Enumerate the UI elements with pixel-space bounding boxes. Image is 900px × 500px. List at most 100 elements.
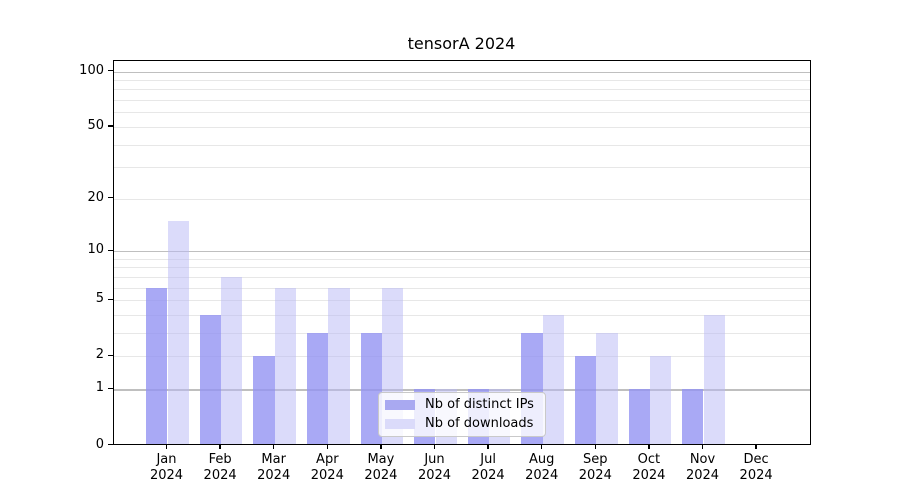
- x-tick: [165, 444, 168, 449]
- x-tick-label: Sep 2024: [563, 452, 627, 483]
- bar-downloads: [328, 287, 350, 445]
- y-tick: [107, 197, 113, 199]
- major-gridline: [113, 71, 810, 73]
- minor-gridline: [113, 333, 810, 335]
- bar-distinct-ips: [574, 356, 597, 445]
- minor-gridline: [113, 112, 810, 114]
- x-tick: [219, 444, 221, 449]
- legend-swatch-icon: [385, 399, 415, 410]
- major-gridline: [113, 251, 810, 253]
- y-tick-label: 20: [87, 189, 104, 205]
- major-gridline: [113, 389, 810, 391]
- x-tick: [755, 444, 757, 449]
- y-tick-label: 50: [87, 117, 104, 133]
- x-tick-label: Jun 2024: [403, 452, 467, 483]
- x-tick-label-month: Sep: [583, 452, 608, 467]
- minor-gridline: [113, 89, 810, 91]
- x-tick-label: Aug 2024: [510, 452, 574, 483]
- x-tick-label-year: 2024: [364, 467, 398, 483]
- bar-distinct-ips: [199, 315, 222, 445]
- legend-label: Nb of downloads: [425, 416, 534, 432]
- x-tick-label-month: Oct: [637, 452, 661, 467]
- x-tick-label-year: 2024: [417, 467, 452, 483]
- bar-downloads: [274, 287, 297, 445]
- x-tick-label-month: Jan: [156, 452, 177, 467]
- x-tick-label-year: 2024: [149, 467, 184, 483]
- minor-gridline: [113, 126, 810, 128]
- x-tick-label: Mar 2024: [242, 452, 306, 483]
- x-tick-label-year: 2024: [739, 467, 773, 483]
- y-tick: [107, 443, 113, 446]
- bar-distinct-ips: [253, 356, 275, 445]
- y-tick: [107, 354, 113, 357]
- minor-gridline: [113, 276, 810, 278]
- x-tick-label-year: 2024: [310, 467, 344, 483]
- bar-distinct-ips: [306, 333, 329, 445]
- x-tick-label-month: Jul: [480, 452, 496, 467]
- bar-distinct-ips: [628, 389, 650, 445]
- minor-gridline: [113, 198, 810, 200]
- y-tick: [107, 298, 113, 300]
- y-tick-label: 5: [95, 291, 104, 307]
- x-tick-label: Dec 2024: [724, 452, 788, 483]
- x-tick-label-month: Feb: [208, 452, 232, 467]
- legend: Nb of distinct IPs Nb of downloads: [378, 391, 546, 437]
- bar-downloads: [167, 220, 189, 445]
- x-tick-label-year: 2024: [525, 467, 559, 483]
- bar-distinct-ips: [146, 287, 168, 445]
- x-tick-label-year: 2024: [471, 467, 505, 483]
- x-tick: [648, 444, 650, 449]
- x-tick-label-year: 2024: [685, 467, 720, 483]
- x-tick: [541, 444, 543, 449]
- legend-swatch-icon: [385, 418, 415, 429]
- x-tick: [326, 444, 328, 449]
- x-tick-label-year: 2024: [257, 467, 291, 483]
- x-tick-label-year: 2024: [632, 467, 666, 483]
- y-tick: [107, 249, 113, 251]
- minor-gridline: [113, 144, 810, 146]
- x-tick-label-month: Mar: [261, 452, 286, 467]
- y-tick-label: 100: [79, 62, 104, 78]
- x-tick-label: Oct 2024: [617, 452, 681, 483]
- y-tick: [107, 69, 113, 72]
- minor-gridline: [113, 300, 810, 302]
- x-tick-label: Feb 2024: [188, 452, 252, 483]
- x-tick-label: Jul 2024: [456, 452, 520, 483]
- x-tick: [487, 444, 489, 449]
- y-tick-label: 1: [95, 380, 104, 396]
- x-tick: [701, 444, 704, 449]
- x-tick-label-month: May: [367, 452, 395, 467]
- plot-area: [112, 59, 811, 445]
- x-tick: [380, 444, 382, 449]
- x-tick-label-month: Apr: [316, 452, 339, 467]
- minor-gridline: [113, 258, 810, 260]
- x-tick-label-month: Nov: [689, 452, 716, 467]
- x-tick: [433, 444, 436, 449]
- bar-downloads: [542, 315, 565, 445]
- bar-downloads: [596, 333, 618, 445]
- y-tick: [107, 125, 113, 127]
- x-tick-label: May 2024: [349, 452, 413, 483]
- minor-gridline: [113, 315, 810, 317]
- x-tick-label-year: 2024: [203, 467, 237, 483]
- minor-gridline: [113, 167, 810, 169]
- legend-item: Nb of downloads: [385, 416, 539, 431]
- x-tick-label: Jan 2024: [135, 452, 199, 483]
- minor-gridline: [113, 287, 810, 289]
- x-tick-label-month: Dec: [743, 452, 769, 467]
- x-tick-label-month: Jun: [424, 452, 445, 467]
- minor-gridline: [113, 267, 810, 269]
- minor-gridline: [113, 356, 810, 358]
- bar-distinct-ips: [360, 333, 382, 445]
- bar-downloads: [649, 356, 672, 445]
- minor-gridline: [113, 79, 810, 81]
- x-tick-label: Nov 2024: [671, 452, 735, 483]
- x-tick-label: Apr 2024: [295, 452, 359, 483]
- bar-downloads: [703, 315, 725, 445]
- minor-gridline: [113, 100, 810, 102]
- legend-item: Nb of distinct IPs: [385, 397, 539, 412]
- bar-downloads: [221, 276, 243, 445]
- y-tick-label: 2: [95, 347, 104, 363]
- x-tick: [273, 444, 275, 449]
